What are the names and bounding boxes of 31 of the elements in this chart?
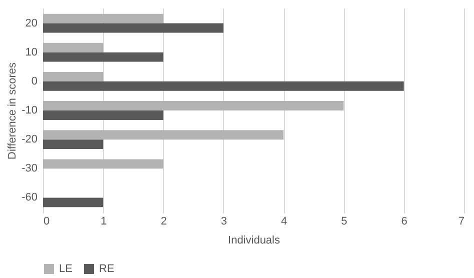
y-tick-label: 10 [25, 46, 38, 58]
x-tick-label: 0 [44, 216, 50, 228]
bar [43, 72, 104, 82]
bar [43, 23, 224, 33]
bar [43, 42, 104, 52]
legend-label: LE [59, 263, 72, 275]
x-axis-title: Individuals [228, 234, 280, 246]
bar [43, 159, 164, 169]
x-tick-label: 3 [220, 216, 227, 228]
bar [43, 14, 164, 24]
y-tick-label: 20 [25, 17, 38, 30]
x-tick-label: 7 [458, 216, 464, 228]
y-tick-label: -60 [22, 192, 38, 204]
y-tick-label: -20 [22, 134, 38, 146]
y-tick-label: -30 [22, 162, 38, 175]
y-axis-title: Difference in scores [6, 62, 19, 160]
bar [43, 110, 164, 120]
x-tick-label: 1 [100, 216, 107, 228]
x-tick-label: 4 [281, 216, 288, 228]
bar [43, 81, 404, 91]
bar [43, 140, 104, 150]
bar [43, 198, 104, 208]
x-tick-label: 2 [160, 216, 167, 228]
bar [43, 52, 164, 62]
bar [43, 130, 284, 140]
y-tick-label: -10 [22, 104, 38, 116]
legend-label: RE [99, 263, 114, 275]
y-tick-label: 0 [31, 75, 38, 88]
bar [43, 101, 344, 110]
x-tick-label: 5 [341, 216, 348, 228]
x-tick-label: 6 [401, 216, 408, 228]
